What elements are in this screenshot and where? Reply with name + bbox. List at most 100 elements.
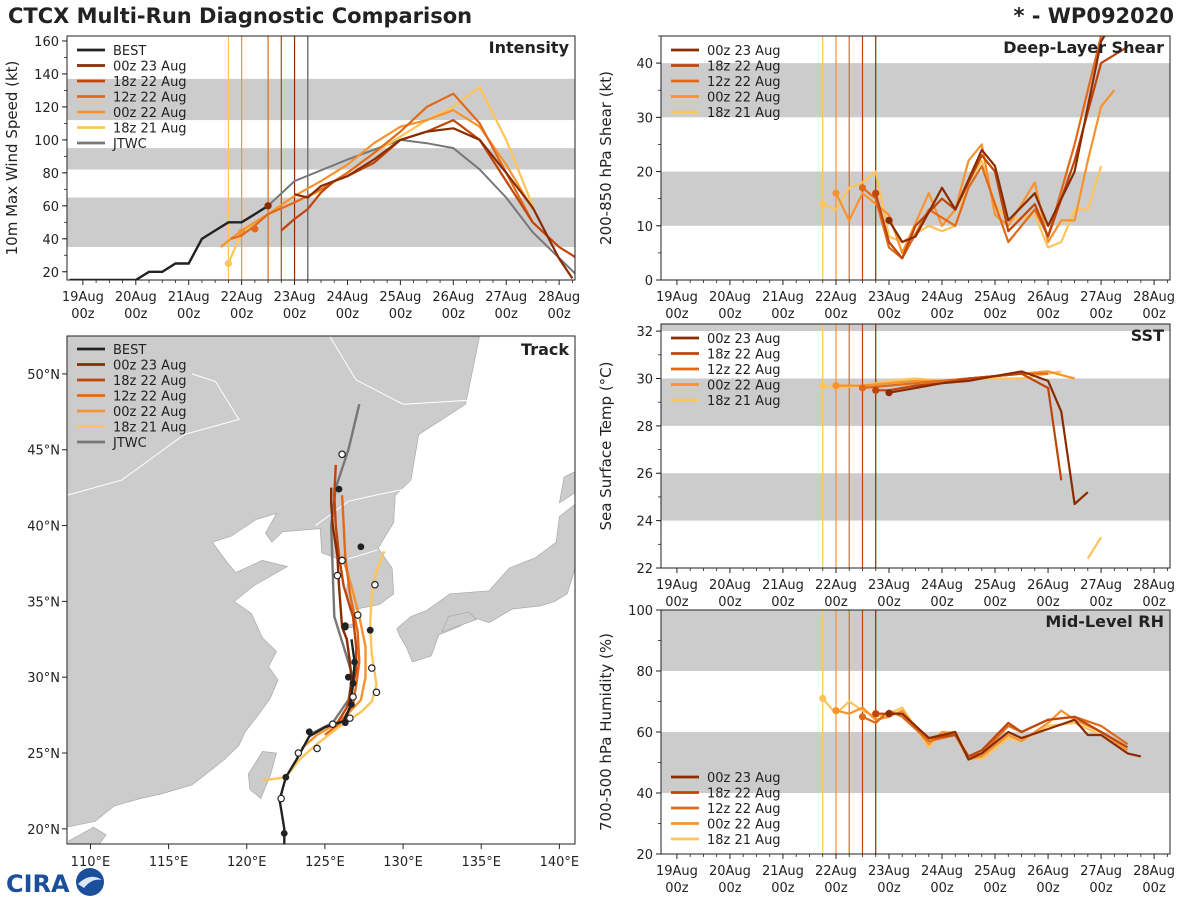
track-xtick-label: 120°E: [227, 855, 267, 870]
land-hokkaido: [558, 471, 575, 504]
sst-xtick-sublabel: 00z: [1036, 595, 1060, 610]
rh-xtick-label: 21Aug: [762, 864, 804, 879]
track-xtick-label: 125°E: [305, 855, 345, 870]
sst-xtick-label: 22Aug: [815, 578, 857, 593]
track-xtick-label: 140°E: [540, 855, 580, 870]
shear-band: [661, 171, 1170, 226]
sst-xtick-label: 24Aug: [921, 578, 963, 593]
sst-run-init-dot: [819, 381, 827, 390]
rh-ytick-label: 100: [628, 604, 653, 619]
sst-xtick-label: 28Aug: [1133, 578, 1175, 593]
intensity-xtick-sublabel: 00z: [547, 307, 571, 322]
sst-xtick-label: 25Aug: [974, 578, 1016, 593]
track-run-line: [300, 555, 367, 750]
track-position-open: [328, 720, 337, 729]
shear-run-line: [835, 89, 1116, 254]
shear-title: Deep-Layer Shear: [1003, 38, 1164, 57]
shear-band: [661, 63, 1170, 118]
intensity-xtick-sublabel: 00z: [177, 307, 201, 322]
track-legend-label: 00z 22 Aug: [113, 405, 187, 420]
track-position-open: [346, 714, 354, 722]
sst-xtick-sublabel: 00z: [665, 595, 689, 610]
sst-legend-label: 12z 22 Aug: [707, 363, 781, 378]
sst-xtick-label: 20Aug: [709, 578, 751, 593]
intensity-ytick-label: 60: [42, 200, 59, 215]
intensity-run-init-dot: [251, 225, 259, 233]
sst-ytick-label: 22: [636, 562, 653, 577]
border-china-russia: [328, 336, 479, 488]
track-legend-label: 00z 23 Aug: [113, 359, 187, 374]
track-position-open: [338, 450, 346, 459]
intensity-xtick-label: 20Aug: [115, 290, 157, 305]
sst-plot-area: [661, 324, 1170, 568]
track-ytick-label: 35°N: [27, 595, 60, 610]
sst-xtick-label: 26Aug: [1027, 578, 1069, 593]
intensity-ytick-label: 80: [42, 167, 59, 182]
shear-legend-label: 18z 22 Aug: [707, 60, 781, 75]
track-xtick-label: 135°E: [461, 855, 501, 870]
shear-xtick-label: 22Aug: [815, 290, 857, 305]
intensity-legend-label: BEST: [113, 44, 146, 59]
intensity-xtick-sublabel: 00z: [495, 307, 519, 322]
shear-legend-label: 00z 22 Aug: [707, 91, 781, 106]
intensity-xtick-label: 28Aug: [538, 290, 580, 305]
intensity-title: Intensity: [489, 38, 570, 57]
intensity-xtick-sublabel: 00z: [124, 307, 148, 322]
sst-xtick-sublabel: 00z: [983, 595, 1007, 610]
intensity-xtick-label: 21Aug: [168, 290, 210, 305]
rh-xtick-sublabel: 00z: [1089, 881, 1113, 896]
rh-run-init-dot: [819, 694, 827, 703]
storm-id: * - WP092020: [1013, 4, 1174, 28]
intensity-xtick-sublabel: 00z: [389, 307, 413, 322]
track-title: Track: [521, 340, 569, 359]
track-position-open: [371, 580, 379, 589]
track-legend-label: 18z 22 Aug: [113, 374, 187, 389]
shear-ytick-label: 0: [645, 274, 653, 289]
rh-xtick-sublabel: 00z: [771, 881, 795, 896]
shear-ytick-label: 20: [636, 166, 653, 181]
shear-plot-area: [661, 36, 1170, 280]
track-position-open: [294, 749, 303, 757]
sst-xtick-label: 27Aug: [1080, 578, 1122, 593]
intensity-run-init-dot: [264, 202, 272, 210]
shear-xtick-sublabel: 00z: [718, 307, 742, 322]
rh-xtick-label: 25Aug: [974, 864, 1016, 879]
cira-logo-text: CIRA: [6, 870, 70, 898]
sst-xtick-label: 19Aug: [656, 578, 698, 593]
intensity-xtick-label: 23Aug: [274, 290, 316, 305]
sst-band: [661, 324, 1170, 332]
rh-plot-area: [661, 610, 1170, 854]
track-position-filled: [282, 773, 290, 781]
intensity-band: [67, 197, 575, 248]
track-position-filled: [341, 719, 349, 727]
shear-xtick-sublabel: 00z: [771, 307, 795, 322]
intensity-ytick-label: 120: [34, 101, 59, 116]
sst-run-init-dot: [885, 389, 893, 397]
sst-xtick-sublabel: 00z: [930, 595, 954, 610]
sst-xtick-sublabel: 00z: [877, 595, 901, 610]
shear-ytick-label: 40: [636, 57, 653, 72]
shear-ylabel: 200-850 hPa Shear (kt): [597, 71, 615, 245]
track-position-open: [277, 794, 285, 803]
shear-xtick-label: 20Aug: [709, 290, 751, 305]
track-jtwc-line: [308, 403, 361, 736]
track-position-open: [338, 556, 346, 565]
border-china-mongolia: [67, 373, 240, 496]
rh-run-init-dot: [885, 710, 893, 718]
track-position-filled: [348, 701, 355, 708]
shear-run-init-dot: [885, 216, 893, 224]
border-korea: [348, 549, 379, 560]
shear-xtick-label: 21Aug: [762, 290, 804, 305]
track-frame: [66, 335, 576, 845]
shear-run-init-dot: [872, 189, 880, 197]
page-title: CTCX Multi-Run Diagnostic Comparison: [8, 4, 473, 28]
track-position-filled: [351, 658, 359, 666]
intensity-panel: 20 40 60 80 100 120 140 160 19Aug 00z 20Aug 00z 21Au…: [3, 35, 580, 322]
shear-xtick-sublabel: 00z: [1089, 307, 1113, 322]
shear-panel: 0 10 20 30 40 19Aug 00z 20Aug 00z 21Aug 00z 22Aug 00…: [597, 35, 1175, 322]
track-position-filled: [341, 622, 349, 630]
track-position-open: [349, 693, 357, 701]
